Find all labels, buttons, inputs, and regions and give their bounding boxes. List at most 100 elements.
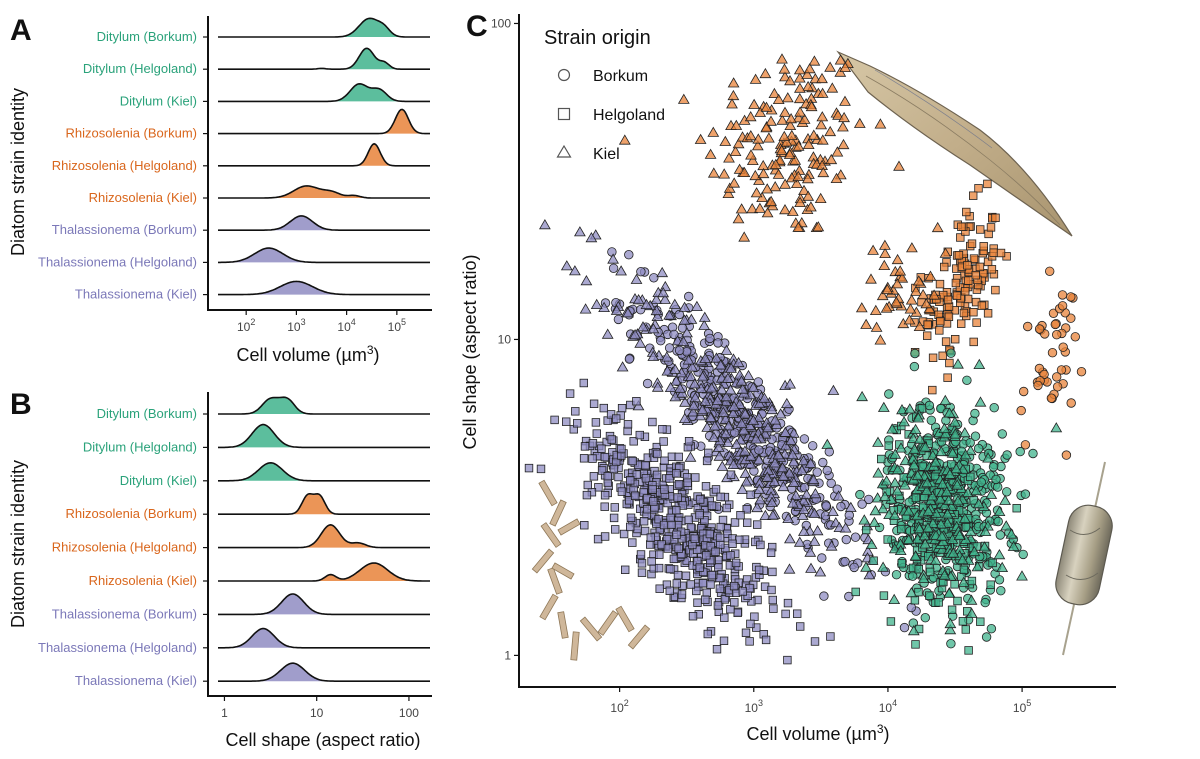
- point-thalassionema-kiel: [785, 434, 797, 446]
- point-thalassionema-kiel: [720, 344, 733, 355]
- point-rhizosolenia-borkum: [1050, 319, 1061, 330]
- point-rhizosolenia-kiel: [719, 135, 732, 146]
- point-rhizosolenia-kiel: [792, 170, 805, 182]
- point-ditylum-borkum: [884, 389, 894, 399]
- point-thalassionema-kiel: [783, 563, 796, 574]
- point-ditylum-helgoland: [883, 535, 892, 544]
- point-ditylum-kiel: [907, 625, 920, 636]
- point-rhizosolenia-kiel: [816, 111, 829, 122]
- point-ditylum-helgoland: [851, 587, 860, 597]
- ridge-fill-4: [218, 524, 430, 548]
- point-thalassionema-kiel: [687, 406, 700, 417]
- point-rhizosolenia-kiel: [775, 144, 788, 155]
- point-ditylum-kiel: [896, 404, 908, 415]
- point-thalassionema-kiel: [720, 395, 732, 407]
- ridge-line-7: [218, 247, 430, 264]
- point-thalassionema-helgoland: [672, 469, 681, 478]
- point-rhizosolenia-kiel: [869, 304, 882, 316]
- point-thalassionema-kiel: [679, 396, 691, 407]
- point-thalassionema-kiel: [774, 408, 787, 419]
- ridge-label-5: Rhizosolenia (Kiel): [89, 573, 197, 588]
- point-thalassionema-kiel: [656, 266, 669, 278]
- point-ditylum-borkum: [910, 348, 920, 359]
- point-rhizosolenia-kiel: [748, 98, 760, 109]
- point-ditylum-kiel: [936, 478, 949, 489]
- point-ditylum-helgoland: [988, 558, 997, 568]
- point-thalassionema-helgoland: [649, 497, 658, 506]
- point-rhizosolenia-borkum: [1070, 332, 1081, 342]
- ridge-line-2: [218, 82, 430, 103]
- ridge-label-8: Thalassionema (Kiel): [75, 673, 197, 688]
- point-rhizosolenia-kiel: [783, 148, 796, 159]
- point-thalassionema-helgoland: [635, 430, 644, 440]
- point-thalassionema-kiel: [630, 273, 643, 284]
- panel-a-x-ticks: 102 103 104 105: [237, 310, 406, 334]
- point-rhizosolenia-borkum: [1051, 372, 1062, 382]
- point-thalassionema-kiel: [786, 449, 799, 460]
- point-rhizosolenia-kiel: [772, 168, 785, 179]
- point-rhizosolenia-helgoland: [969, 254, 979, 263]
- point-rhizosolenia-kiel: [727, 77, 740, 88]
- ridge-fill-3: [218, 109, 430, 134]
- panel-b-x-ticks: 1 10 100: [221, 696, 419, 720]
- point-thalassionema-helgoland: [695, 510, 704, 520]
- point-rhizosolenia-helgoland: [945, 358, 954, 368]
- point-rhizosolenia-helgoland: [928, 385, 937, 395]
- point-thalassionema-kiel: [796, 509, 809, 520]
- point-ditylum-kiel: [909, 423, 922, 435]
- point-rhizosolenia-kiel: [784, 119, 797, 131]
- point-rhizosolenia-borkum: [1057, 301, 1068, 311]
- x-tick-base-0: 1: [221, 706, 228, 720]
- point-rhizosolenia-kiel: [913, 320, 926, 332]
- point-thalassionema-kiel: [711, 394, 724, 406]
- point-thalassionema-kiel: [783, 467, 796, 478]
- point-thalassionema-kiel: [744, 450, 757, 461]
- point-rhizosolenia-kiel: [834, 54, 847, 65]
- ridge-label-1: Ditylum (Helgoland): [83, 61, 197, 76]
- point-rhizosolenia-borkum: [1019, 386, 1029, 397]
- legend-square-icon: [557, 107, 571, 121]
- point-ditylum-kiel: [944, 468, 956, 479]
- point-thalassionema-kiel: [767, 509, 779, 520]
- point-ditylum-helgoland: [966, 472, 975, 481]
- panel-a: A Diatom strain identity Ditylum (Borkum…: [8, 14, 432, 365]
- point-rhizosolenia-kiel: [816, 87, 829, 98]
- x-tick-label-1: 103: [287, 317, 305, 334]
- point-ditylum-kiel: [936, 530, 948, 541]
- point-thalassionema-helgoland: [672, 530, 681, 539]
- thalassionema-chain-image: [531, 479, 651, 661]
- ridge-label-4: Rhizosolenia (Helgoland): [52, 540, 197, 555]
- point-thalassionema-borkum: [649, 273, 659, 283]
- point-ditylum-kiel: [929, 554, 942, 565]
- point-rhizosolenia-helgoland: [961, 287, 970, 296]
- point-thalassionema-helgoland: [588, 439, 598, 448]
- point-thalassionema-helgoland: [677, 590, 687, 599]
- point-rhizosolenia-kiel: [781, 92, 794, 103]
- point-thalassionema-helgoland: [683, 478, 692, 487]
- point-rhizosolenia-helgoland: [991, 285, 1000, 295]
- point-ditylum-borkum: [988, 462, 999, 472]
- point-thalassionema-kiel: [663, 309, 676, 320]
- point-thalassionema-kiel: [712, 441, 725, 452]
- point-thalassionema-helgoland: [639, 517, 649, 526]
- point-rhizosolenia-kiel: [769, 158, 782, 170]
- legend-circle-icon: [557, 68, 571, 82]
- point-rhizosolenia-kiel: [779, 204, 791, 215]
- point-rhizosolenia-borkum: [1057, 290, 1068, 300]
- point-rhizosolenia-kiel: [792, 140, 805, 151]
- point-rhizosolenia-kiel: [765, 115, 777, 126]
- point-ditylum-helgoland: [897, 524, 906, 534]
- c-x-tick-label-2: 104: [879, 698, 897, 715]
- point-rhizosolenia-helgoland: [943, 373, 952, 382]
- point-ditylum-kiel: [939, 394, 952, 406]
- point-ditylum-helgoland: [886, 617, 896, 626]
- point-thalassionema-helgoland: [599, 403, 608, 413]
- point-thalassionema-borkum: [607, 247, 617, 257]
- point-thalassionema-helgoland: [756, 540, 765, 550]
- point-ditylum-kiel: [929, 456, 942, 467]
- point-ditylum-borkum: [855, 489, 865, 500]
- point-thalassionema-borkum: [624, 249, 634, 260]
- point-thalassionema-borkum: [812, 467, 822, 477]
- point-rhizosolenia-kiel: [779, 71, 791, 82]
- ridge-line-5: [218, 185, 430, 199]
